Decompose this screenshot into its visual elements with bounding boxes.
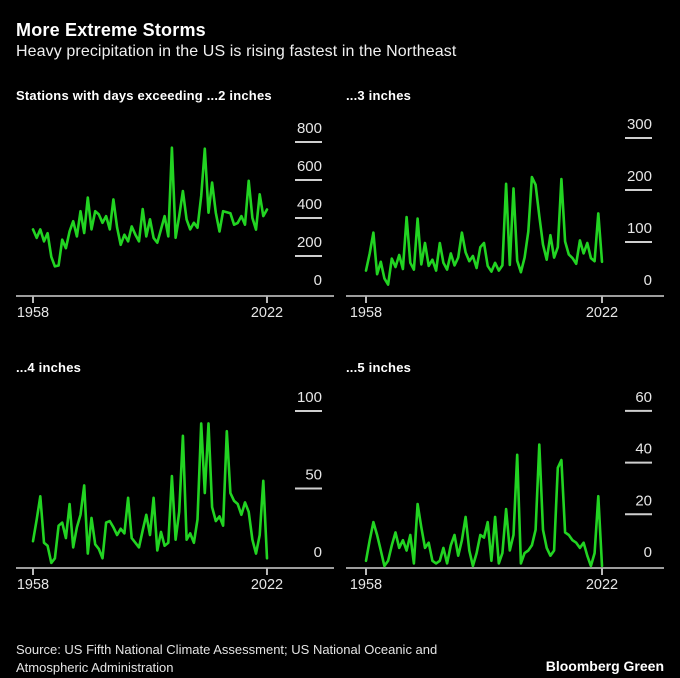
x-tick-label-1958: 1958 [17,305,49,321]
y-tick-label-200: 200 [627,168,652,185]
series-line [364,175,604,286]
panel-5-inches: ...5 inches 1958 2022 60 40 20 0 [346,358,664,594]
series-line [31,422,269,565]
panel-2-inches: Stations with days exceeding ...2 inches… [16,86,334,322]
panel-3-inches: ...3 inches 1958 2022 300 200 100 0 [346,86,664,322]
panel-title-5-inches: ...5 inches [346,360,412,375]
y-tick-label-100: 100 [627,220,652,237]
y-tick-label-800: 800 [297,120,322,137]
chart-4-inches: 1958 2022 100 50 0 [16,389,334,593]
panel-4-inches: ...4 inches 1958 2022 100 50 0 [16,358,334,594]
series-line [31,146,269,268]
y-tick-label-0: 0 [314,544,322,561]
y-tick-label-200: 200 [297,234,322,251]
panel-title-2-inches: Stations with days exceeding ...2 inches [16,88,272,103]
x-tick-label-2022: 2022 [586,305,618,321]
panel-title-3-inches: ...3 inches [346,88,412,103]
y-tick-label-600: 600 [297,158,322,175]
page-subtitle: Heavy precipitation in the US is rising … [16,43,457,60]
x-tick-label-2022: 2022 [251,577,283,593]
x-tick-label-1958: 1958 [17,577,49,593]
chart-5-inches: 1958 2022 60 40 20 0 [346,389,664,593]
panel-title-4-inches: ...4 inches [16,360,82,375]
page-title: More Extreme Storms [16,20,206,40]
y-tick-label-40: 40 [635,441,652,458]
source-note: Source: US Fifth National Climate Assess… [16,642,438,675]
y-tick-label-60: 60 [635,389,652,406]
y-tick-label-50: 50 [305,467,322,484]
y-tick-label-0: 0 [314,272,322,289]
series-line [364,443,604,568]
y-tick-label-0: 0 [644,272,652,289]
y-tick-label-20: 20 [635,492,652,509]
x-tick-label-2022: 2022 [586,577,618,593]
x-tick-label-1958: 1958 [350,305,382,321]
y-tick-label-300: 300 [627,116,652,133]
chart-2-inches: 1958 2022 800 600 400 200 0 [16,120,334,321]
x-tick-label-2022: 2022 [251,305,283,321]
x-tick-label-1958: 1958 [350,577,382,593]
y-tick-label-400: 400 [297,196,322,213]
y-tick-label-0: 0 [644,544,652,561]
brand-logo: Bloomberg Green [545,658,664,674]
chart-3-inches: 1958 2022 300 200 100 0 [346,116,664,321]
y-tick-label-100: 100 [297,389,322,406]
